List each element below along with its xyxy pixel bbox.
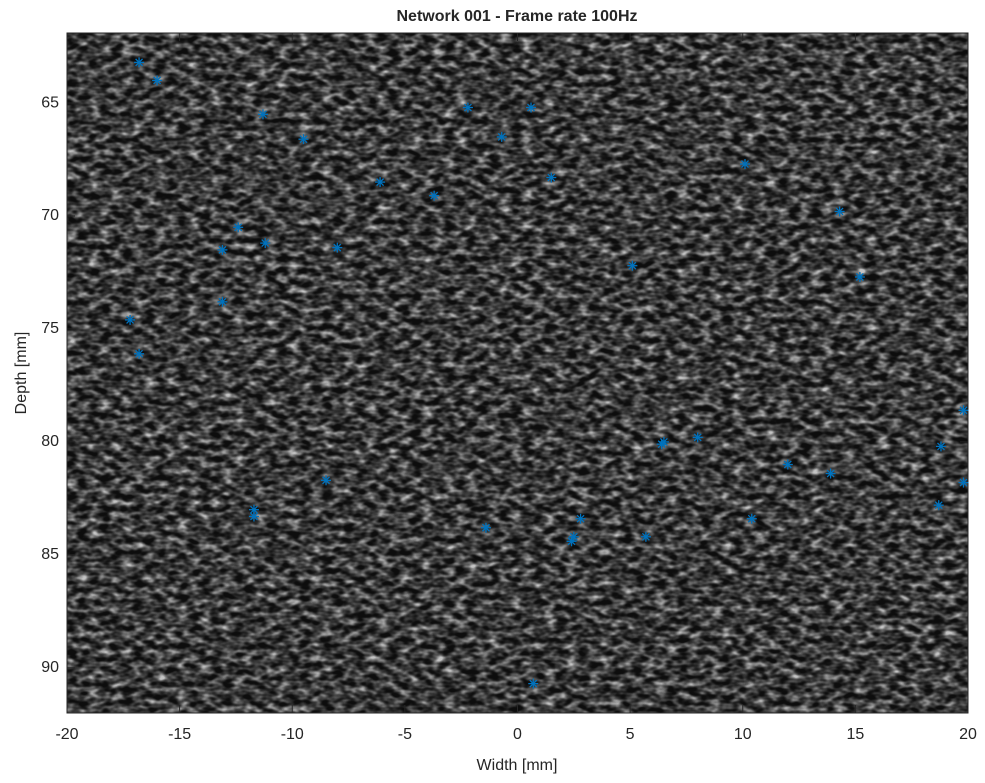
point [152,75,163,86]
point [462,102,473,113]
point-stroke [218,297,227,306]
point [496,131,507,142]
point [260,238,271,249]
point-stroke [135,349,144,358]
point [933,500,944,511]
chart-title: Network 001 - Frame rate 100Hz [397,8,638,25]
point [575,513,586,524]
point-stroke [826,469,835,478]
point-stroke [463,103,472,112]
point-stroke [576,514,585,523]
point [375,177,386,188]
x-tick-label: -5 [398,726,412,743]
point [656,439,667,450]
point [782,459,793,470]
point [134,348,145,359]
point-stroke [322,476,330,485]
x-tick-label: 10 [734,726,752,743]
point-stroke [783,460,792,469]
point [248,511,259,522]
point [480,522,491,533]
point-stroke [333,243,342,252]
point [257,109,268,120]
point [958,405,969,416]
point-stroke [693,433,702,442]
point-stroke [527,103,535,112]
x-tick-label: -10 [281,726,304,743]
point [958,477,969,488]
point-stroke [126,315,135,324]
point-stroke [934,501,943,510]
point-stroke [959,406,968,415]
point [627,260,638,271]
point [566,536,577,547]
point [526,102,537,113]
point-stroke [299,135,308,144]
point-stroke [855,273,864,281]
point [692,432,703,443]
x-axis-label: Width [mm] [477,757,558,774]
x-tick-label: 15 [846,726,864,743]
x-tick-label: 20 [959,726,977,743]
y-tick-label: 70 [41,207,59,224]
point-stroke [249,505,258,514]
y-tick-label: 85 [41,546,59,563]
point [528,678,539,689]
point-stroke [497,132,506,141]
point-stroke [249,512,258,521]
y-tick-label: 65 [41,94,59,111]
point [825,468,836,479]
point-stroke [261,239,270,248]
point [429,190,440,201]
y-tick-label: 80 [41,433,59,450]
point-stroke [937,442,945,451]
point-stroke [567,537,576,546]
point-stroke [430,191,439,200]
x-tick-label: 0 [513,726,522,743]
point-stroke [529,679,538,688]
point-stroke [135,58,144,67]
point [740,159,751,170]
point-stroke [153,76,162,85]
point-stroke [482,523,490,532]
y-tick-label: 75 [41,320,59,337]
point [217,296,228,307]
point [935,441,946,452]
y-tick-label: 90 [41,659,59,676]
x-tick-label: 5 [626,726,635,743]
point [233,222,244,233]
point-stroke [234,223,243,232]
point-stroke [641,532,650,541]
point [746,513,757,524]
point [217,244,228,255]
point [834,206,845,217]
point [125,314,136,325]
x-tick-label: -20 [55,726,78,743]
point-stroke [628,261,637,270]
point-stroke [959,478,968,487]
point [321,475,332,486]
point-stroke [547,173,556,182]
point-stroke [376,178,385,187]
point-stroke [747,514,756,523]
point-stroke [741,160,749,168]
point-stroke [259,110,267,119]
point-stroke [835,207,844,216]
point-stroke [218,245,227,254]
x-tick-label: -15 [168,726,191,743]
point-stroke [657,440,666,449]
point [298,134,309,145]
point [546,172,557,183]
point [332,242,343,253]
speckle-texture [67,33,968,713]
point [640,531,651,542]
point [854,271,865,282]
point [134,57,145,68]
y-axis-label: Depth [mm] [13,332,30,415]
